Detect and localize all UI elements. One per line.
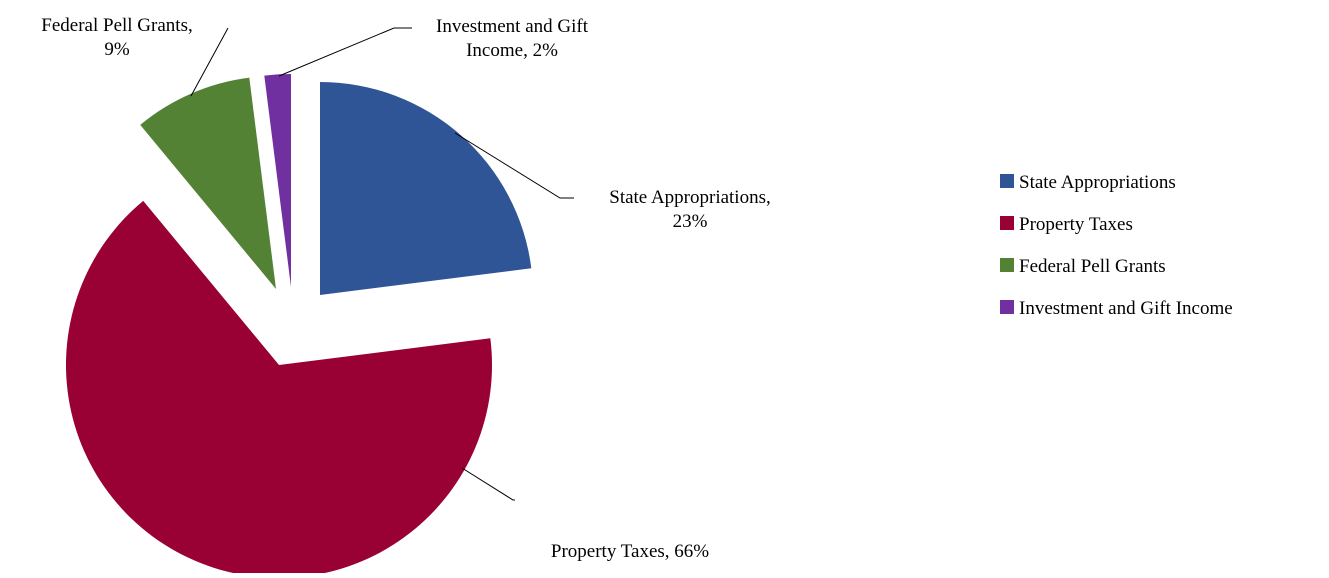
data-label-state-appropriations: State Appropriations, 23% <box>609 187 770 232</box>
data-label-line: 23% <box>673 211 708 232</box>
legend-label: Federal Pell Grants <box>1019 256 1166 277</box>
leader-line-property-taxes <box>461 467 515 501</box>
data-label-investment-and-gift-income: Investment and Gift Income, 2% <box>436 16 589 61</box>
pie-slice-federal-pell-grants <box>140 77 276 289</box>
legend-swatch <box>1000 258 1014 272</box>
data-label-line: State Appropriations, <box>609 187 770 208</box>
data-label-property-taxes: Property Taxes, 66% <box>551 541 709 562</box>
leader-line-state-appropriations <box>454 132 574 199</box>
data-label-line: Income, 2% <box>466 40 558 61</box>
legend-item-investment-and-gift-income: Investment and Gift Income <box>1000 298 1233 319</box>
legend-swatch <box>1000 216 1014 230</box>
legend-label: State Appropriations <box>1019 172 1176 193</box>
legend-item-property-taxes: Property Taxes <box>1000 214 1133 235</box>
data-labels-layer: State Appropriations, 23% Property Taxes, … <box>41 15 770 562</box>
data-label-line: 9% <box>104 39 130 60</box>
legend-label: Investment and Gift Income <box>1019 298 1233 319</box>
leader-line-investment-and-gift-income <box>278 27 412 77</box>
legend-swatch <box>1000 174 1014 188</box>
legend-label: Property Taxes <box>1019 214 1133 235</box>
leader-lines-layer <box>190 27 574 501</box>
leader-line-federal-pell-grants <box>190 27 229 97</box>
data-label-line: Property Taxes, 66% <box>551 541 709 562</box>
pie-slice-state-appropriations <box>320 82 532 295</box>
pie-slice-investment-and-gift-income <box>264 74 291 287</box>
legend: State Appropriations Property Taxes Federa… <box>1000 172 1233 319</box>
data-label-line: Investment and Gift <box>436 16 589 37</box>
legend-swatch <box>1000 300 1014 314</box>
data-label-line: Federal Pell Grants, <box>41 15 192 36</box>
pie-slice-property-taxes <box>65 200 493 578</box>
data-label-federal-pell-grants: Federal Pell Grants, 9% <box>41 15 192 60</box>
legend-item-federal-pell-grants: Federal Pell Grants <box>1000 256 1166 277</box>
legend-item-state-appropriations: State Appropriations <box>1000 172 1176 193</box>
slices-layer <box>65 74 532 578</box>
